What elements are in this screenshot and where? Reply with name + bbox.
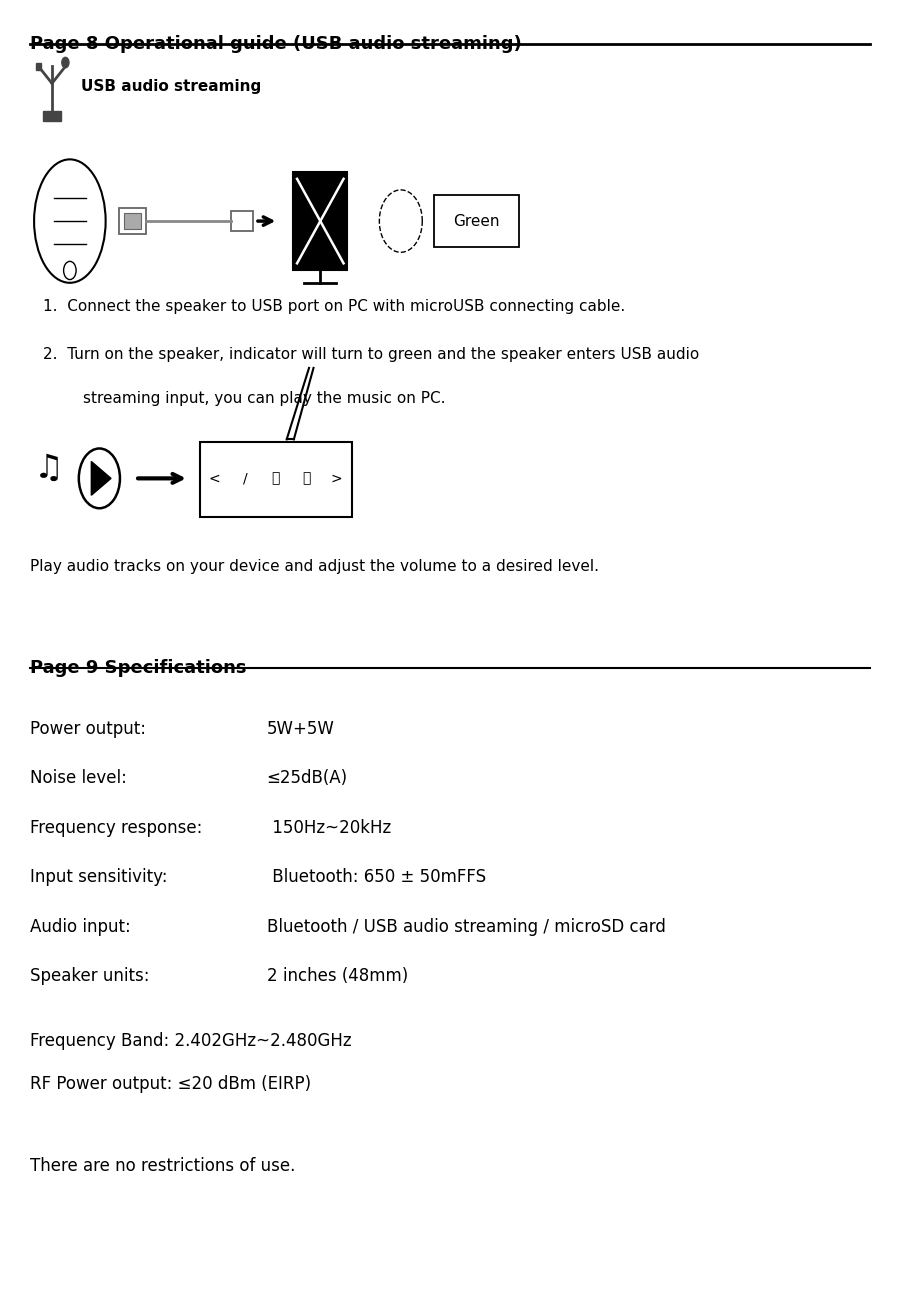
Text: streaming input, you can play the music on PC.: streaming input, you can play the music … [84, 392, 446, 406]
Text: Page 8 Operational guide (USB audio streaming): Page 8 Operational guide (USB audio stre… [30, 35, 521, 54]
Text: Noise level:: Noise level: [30, 770, 127, 787]
Text: Bluetooth: 650 ± 50mFFS: Bluetooth: 650 ± 50mFFS [266, 868, 486, 886]
Text: >: > [330, 471, 342, 485]
Text: USB audio streaming: USB audio streaming [82, 80, 262, 94]
Bar [123, 213, 141, 228]
Bar [200, 442, 352, 517]
Text: <: < [209, 471, 220, 485]
Text: Bluetooth / USB audio streaming / microSD card: Bluetooth / USB audio streaming / microS… [266, 917, 665, 936]
Text: Frequency response:: Frequency response: [30, 818, 202, 837]
Bar [36, 63, 41, 70]
Text: Audio input:: Audio input: [30, 917, 130, 936]
Text: ⏻: ⏻ [272, 471, 280, 485]
Bar [434, 194, 519, 247]
Text: Power output:: Power output: [30, 720, 146, 739]
Text: Play audio tracks on your device and adjust the volume to a desired level.: Play audio tracks on your device and adj… [30, 559, 598, 574]
Text: 150Hz~20kHz: 150Hz~20kHz [266, 818, 391, 837]
Polygon shape [91, 462, 111, 496]
Text: Input sensitivity:: Input sensitivity: [30, 868, 167, 886]
Bar [119, 207, 146, 234]
Text: There are no restrictions of use.: There are no restrictions of use. [30, 1156, 295, 1174]
Text: ⏭: ⏭ [302, 471, 310, 485]
Bar [293, 172, 347, 270]
Text: /: / [243, 471, 248, 485]
Bar [231, 210, 253, 231]
Text: 1.  Connect the speaker to USB port on PC with microUSB connecting cable.: 1. Connect the speaker to USB port on PC… [43, 299, 626, 315]
Bar [43, 111, 61, 121]
Text: 2 inches (48mm): 2 inches (48mm) [266, 967, 408, 985]
Text: RF Power output: ≤20 dBm (EIRP): RF Power output: ≤20 dBm (EIRP) [30, 1075, 310, 1092]
Text: Green: Green [453, 214, 500, 228]
Text: Speaker units:: Speaker units: [30, 967, 149, 985]
Circle shape [62, 57, 69, 68]
Text: ≤25dB(A): ≤25dB(A) [266, 770, 347, 787]
Text: 5W+5W: 5W+5W [266, 720, 335, 739]
Text: 2.  Turn on the speaker, indicator will turn to green and the speaker enters USB: 2. Turn on the speaker, indicator will t… [43, 347, 699, 361]
Text: Page 9 Specifications: Page 9 Specifications [30, 659, 246, 677]
Text: Frequency Band: 2.402GHz~2.480GHz: Frequency Band: 2.402GHz~2.480GHz [30, 1032, 351, 1051]
Text: ♫: ♫ [34, 452, 64, 484]
